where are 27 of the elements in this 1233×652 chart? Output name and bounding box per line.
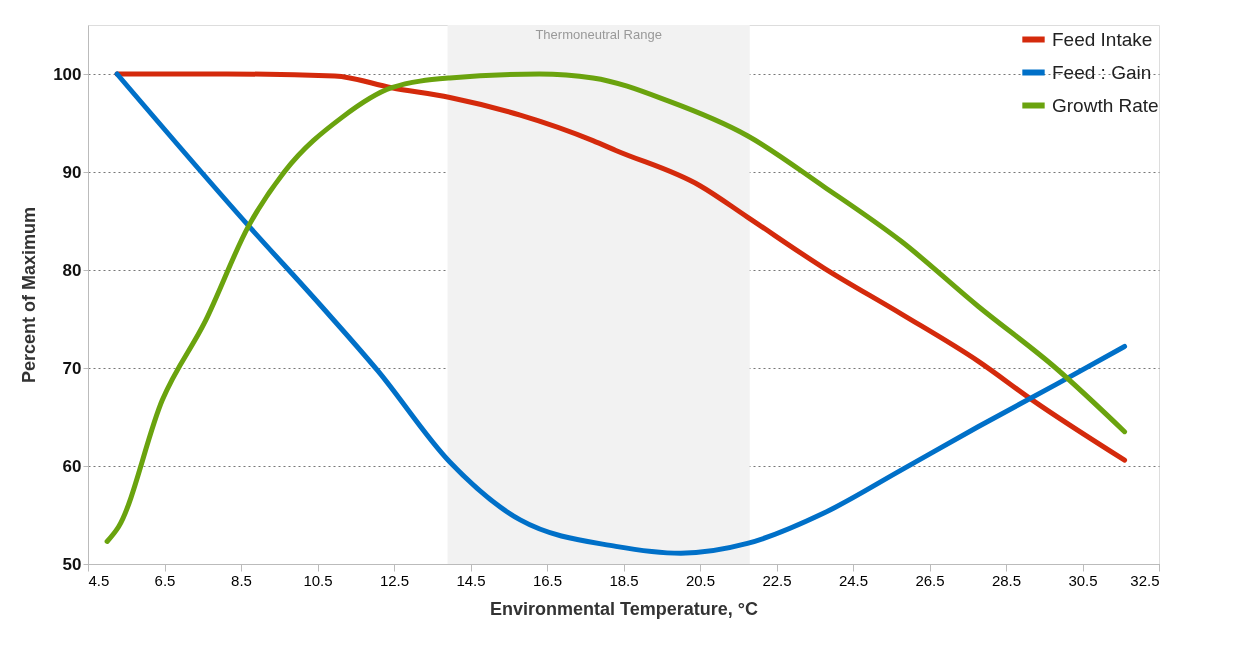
y-tick-label: 90 <box>62 162 82 182</box>
x-tick-label: 12.5 <box>379 571 410 589</box>
y-tick-label: 60 <box>62 456 82 476</box>
x-tick-label: 6.5 <box>154 571 176 589</box>
x-tick-label: 32.5 <box>1130 571 1160 589</box>
x-tick-label: 28.5 <box>991 571 1022 589</box>
x-tick-label: 18.5 <box>609 571 639 589</box>
x-tick-label: 20.5 <box>685 571 716 589</box>
y-tick-label: 70 <box>62 358 82 378</box>
y-axis-title: Percent of Maximum <box>19 206 40 384</box>
legend-label: Feed : Gain <box>1052 61 1152 83</box>
legend-label: Feed Intake <box>1052 28 1153 50</box>
y-tick-label: 80 <box>62 260 82 280</box>
x-tick-label: 24.5 <box>838 571 869 589</box>
x-tick-label: 30.5 <box>1068 571 1098 589</box>
legend-label: Growth Rate <box>1052 94 1159 116</box>
x-tick-label: 4.5 <box>88 571 110 589</box>
x-tick-label: 22.5 <box>762 571 792 589</box>
y-tick-label: 100 <box>53 64 82 84</box>
x-tick-label: 10.5 <box>303 571 333 589</box>
x-tick-label: 14.5 <box>456 571 486 589</box>
band-label: Thermoneutral Range <box>535 27 662 42</box>
x-axis-title: Environmental Temperature, °C <box>490 598 758 619</box>
x-tick-label: 26.5 <box>915 571 945 589</box>
x-tick-label: 8.5 <box>231 571 252 589</box>
x-tick-label: 16.5 <box>532 571 563 589</box>
y-tick-label: 50 <box>62 554 82 574</box>
